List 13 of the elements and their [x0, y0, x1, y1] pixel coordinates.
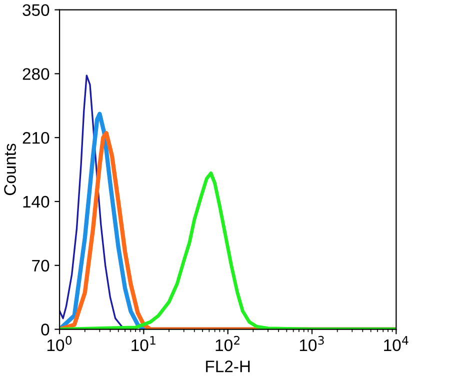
x-tick-label: 10$^{1}$ [132, 336, 156, 352]
y-tick-label: 280 [22, 68, 50, 80]
x-tick-label: 10$^{4}$ [384, 336, 408, 352]
x-tick-label: 10$^{3}$ [300, 336, 324, 352]
y-axis-title: Counts [4, 144, 16, 196]
x-tick-label: 10$^{0}$ [47, 336, 72, 352]
x-axis-title: FL2-H [206, 360, 250, 372]
y-tick-label: 70 [32, 260, 50, 272]
y-tick-label: 210 [22, 132, 50, 144]
y-tick-label: 140 [23, 196, 50, 208]
y-tick-label: 350 [22, 4, 50, 16]
y-tick-label: 0 [41, 324, 50, 336]
x-tick-label: 10$^{2}$ [216, 336, 240, 352]
